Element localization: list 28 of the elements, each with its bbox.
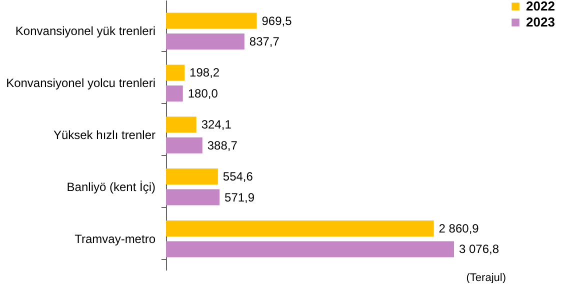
legend-label: 2023 — [526, 14, 555, 30]
y-tick-label: Tramvay-metro — [74, 232, 156, 246]
data-label: 554,6 — [222, 170, 254, 184]
bar — [166, 137, 202, 154]
y-tick-label: Banliyö (kent İçi) — [66, 180, 156, 194]
data-label: 198,2 — [190, 66, 220, 80]
bar — [166, 220, 434, 236]
data-label: 3 076,8 — [459, 242, 500, 256]
data-label: 2 860,9 — [438, 221, 480, 236]
bar — [166, 34, 244, 50]
bar — [166, 168, 218, 185]
bar — [166, 116, 196, 133]
y-tick-label: Konvansiyonel yolcu trenleri — [6, 76, 156, 90]
data-label: 388,7 — [207, 138, 238, 152]
data-label: 180,0 — [188, 86, 218, 100]
data-label: 837,7 — [249, 34, 280, 49]
bar — [166, 189, 220, 206]
bar — [166, 241, 454, 258]
bar — [166, 85, 183, 102]
legend-label: 2022 — [526, 0, 555, 14]
text: (Terajul) — [466, 272, 506, 284]
data-label: 969,5 — [262, 14, 292, 28]
y-tick-label: Yüksek hızlı trenler — [53, 128, 156, 142]
data-label: 324,1 — [201, 118, 232, 132]
bar — [166, 12, 257, 29]
data-label: 571,9 — [224, 190, 255, 204]
bar — [166, 64, 185, 81]
y-tick-label: Konvansiyonel yük trenleri — [15, 24, 156, 38]
